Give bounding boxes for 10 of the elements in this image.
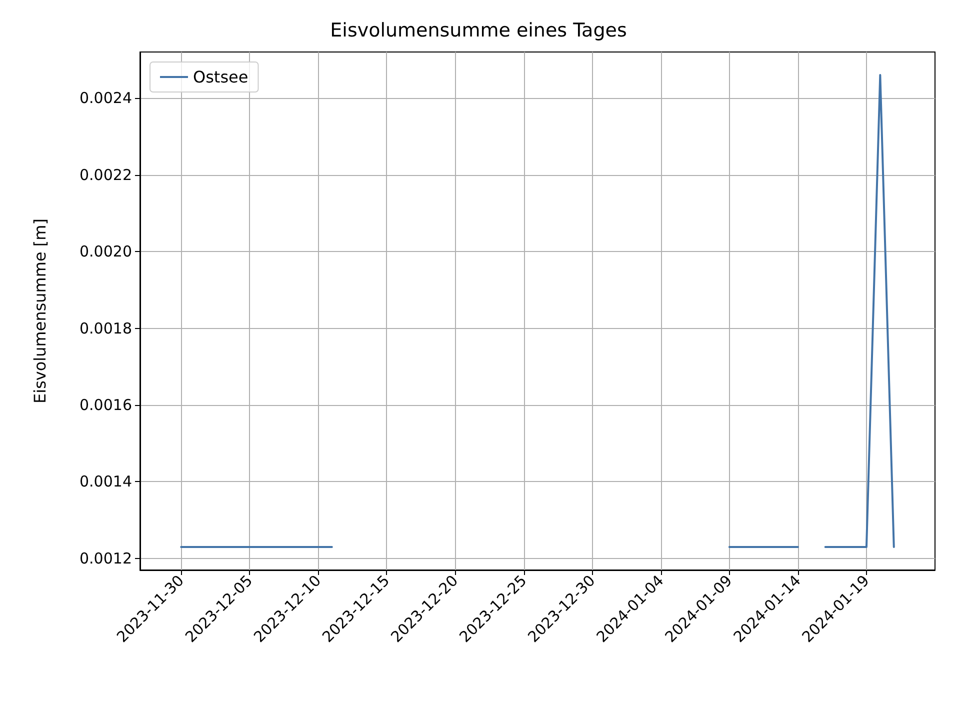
y-tick-label: 0.0012 xyxy=(80,549,132,568)
y-tick-label: 0.0022 xyxy=(80,166,132,184)
y-tick-label: 0.0018 xyxy=(80,319,132,338)
y-tick-label: 0.0016 xyxy=(80,396,132,414)
y-axis-title: Eisvolumensumme [m] xyxy=(30,218,50,404)
legend-label: Ostsee xyxy=(193,68,248,86)
y-tick-label: 0.0014 xyxy=(80,472,132,491)
y-tick-label: 0.0024 xyxy=(80,89,132,108)
y-tick-label: 0.0020 xyxy=(80,242,132,261)
chart-title: Eisvolumensumme eines Tages xyxy=(330,20,627,42)
